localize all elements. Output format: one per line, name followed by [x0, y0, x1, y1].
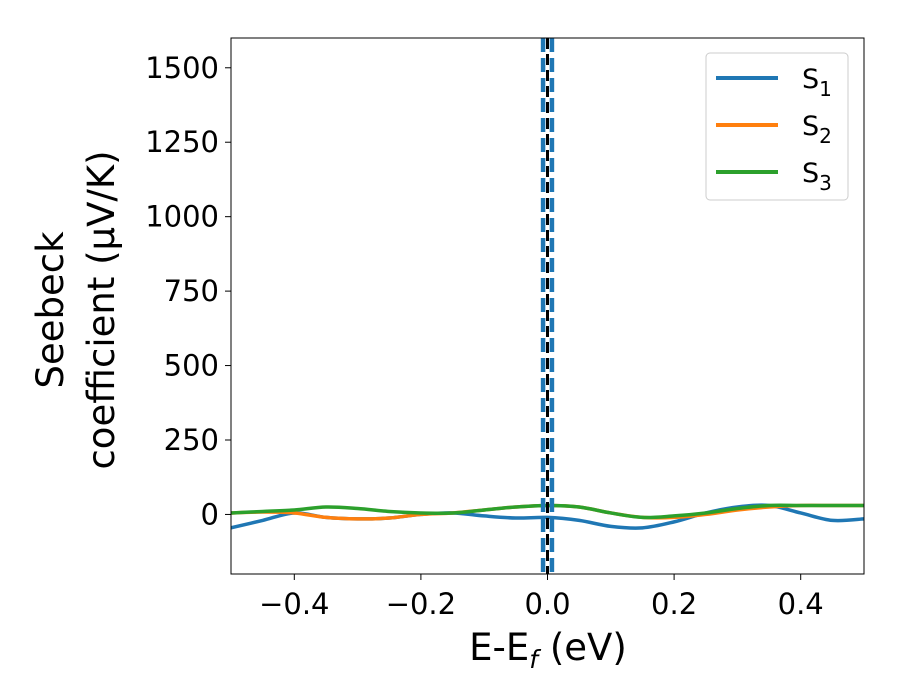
y-tick-label: 500 — [164, 349, 219, 383]
y-tick-label: 250 — [164, 423, 219, 457]
x-axis-title: E-Ef (eV) — [469, 626, 627, 674]
y-tick-label: 750 — [164, 274, 219, 308]
legend-label-2: S2 — [802, 111, 832, 148]
x-tick-label: 0.2 — [651, 587, 697, 621]
y-axis-title-line2: coefficient (μV/K) — [80, 150, 123, 469]
legend: S1 S2 S3 — [705, 52, 849, 201]
legend-label-3: S3 — [802, 158, 832, 195]
y-tick-label: 0 — [201, 497, 219, 531]
y-axis-title-line1: Seebeck — [29, 231, 72, 389]
x-tick-label: 0.4 — [778, 587, 824, 621]
plot-area — [231, 38, 864, 574]
x-tick-label: 0.0 — [524, 587, 570, 621]
y-axis-title: Seebeck coefficient (μV/K) — [29, 150, 123, 469]
x-tick-label: −0.4 — [259, 587, 329, 621]
legend-label-1: S1 — [802, 64, 832, 101]
x-tick-label: −0.2 — [386, 587, 456, 621]
y-tick-label: 1000 — [145, 200, 219, 234]
y-tick-label: 1500 — [145, 51, 219, 85]
y-tick-label: 1250 — [145, 125, 219, 159]
x-axis: −0.4 −0.2 0.0 0.2 0.4 — [259, 574, 824, 621]
y-axis: 0 250 500 750 1000 1250 1500 — [145, 51, 231, 531]
